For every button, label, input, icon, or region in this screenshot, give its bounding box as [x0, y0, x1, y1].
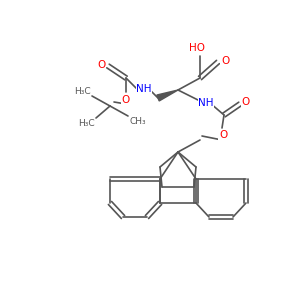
Text: H₃C: H₃C — [78, 118, 94, 127]
Text: NH: NH — [136, 84, 152, 94]
Text: CH₃: CH₃ — [130, 116, 146, 125]
Text: O: O — [122, 95, 130, 105]
Text: NH: NH — [198, 98, 214, 108]
Polygon shape — [157, 90, 178, 101]
Text: H₃C: H₃C — [74, 86, 90, 95]
Text: HO: HO — [189, 43, 205, 53]
Text: O: O — [242, 97, 250, 107]
Text: O: O — [219, 130, 227, 140]
Text: O: O — [221, 56, 229, 66]
Text: O: O — [97, 60, 105, 70]
